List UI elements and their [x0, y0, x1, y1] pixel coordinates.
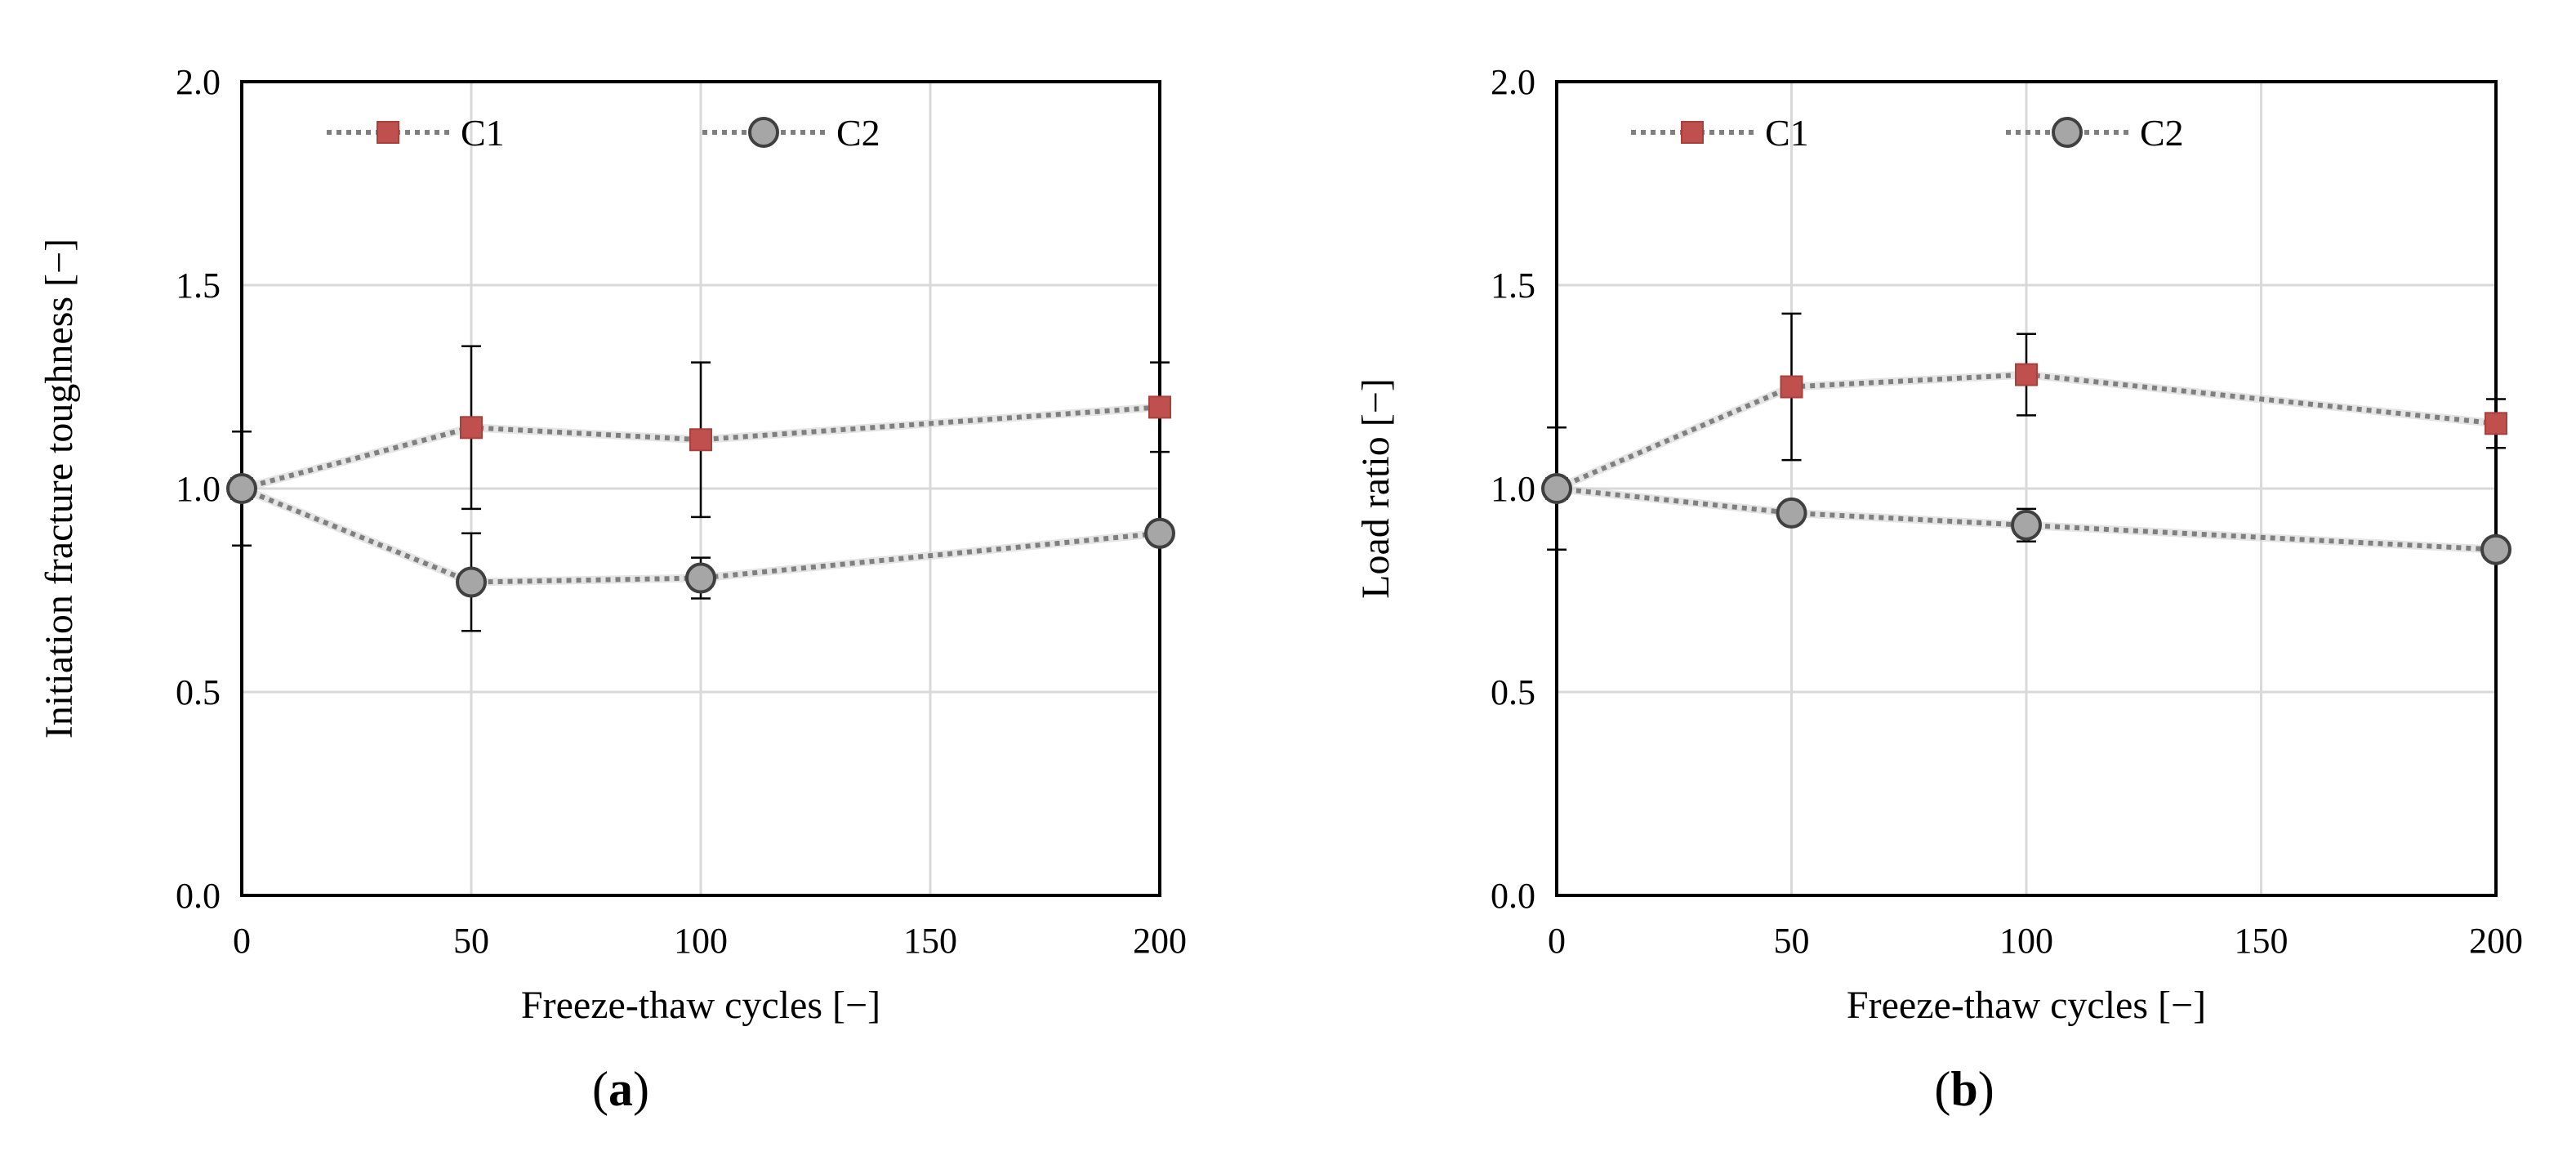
panel-letter: b — [1950, 1062, 1977, 1116]
legend-label: C2 — [2140, 112, 2184, 154]
data-point — [1144, 517, 1175, 549]
y-axis-label: Load ratio [−] — [1354, 378, 1397, 599]
y-tick-label: 0.5 — [176, 672, 221, 712]
x-tick-label: 150 — [903, 921, 957, 961]
x-axis-label: Freeze-thaw cycles [−] — [521, 984, 880, 1027]
x-tick-label: 200 — [1133, 921, 1187, 961]
y-tick-label: 2.0 — [176, 62, 221, 102]
data-point — [1780, 375, 1803, 399]
series-c1 — [230, 345, 1171, 547]
y-tick-label: 0.5 — [1491, 672, 1535, 712]
legend-entry-c1: C1 — [1631, 112, 1809, 154]
series-line — [240, 486, 1161, 585]
chart-panel-a: 0 50 100 150 200 0.0 0.5 1.0 1.5 2.0 Freeze-thaw c… — [38, 62, 1187, 1116]
panel-label: (a) — [592, 1062, 649, 1116]
series-line — [241, 404, 1161, 491]
panel-label: (b) — [1934, 1062, 1994, 1116]
series-line — [1556, 486, 2497, 552]
data-point — [2485, 412, 2507, 435]
legend-marker — [377, 121, 399, 144]
y-tick-label: 2.0 — [1491, 62, 1535, 102]
y-tick-label: 0.0 — [176, 876, 221, 916]
x-tick-label: 150 — [2235, 921, 2289, 961]
x-tick-label: 100 — [674, 921, 728, 961]
x-tick-label: 0 — [233, 921, 251, 961]
y-axis-label: Initiation fracture toughness [−] — [38, 239, 81, 739]
legend-marker — [1681, 121, 1704, 144]
data-point — [226, 473, 257, 504]
data-point — [2015, 363, 2038, 386]
x-tick-label: 0 — [1548, 921, 1566, 961]
chart-panel-b: 0 50 100 150 200 0.0 0.5 1.0 1.5 2.0 Freeze-thaw c… — [1354, 62, 2523, 1116]
series-c1 — [1545, 312, 2507, 551]
legend-label: C1 — [461, 112, 505, 154]
data-point — [1776, 497, 1807, 529]
data-point — [1541, 473, 1572, 504]
y-tick-label: 1.5 — [1491, 266, 1535, 306]
x-tick-label: 100 — [1999, 921, 2053, 961]
y-tick-label: 1.5 — [176, 266, 221, 306]
data-point — [1148, 395, 1171, 419]
y-tick-label: 0.0 — [1491, 876, 1535, 916]
legend-entry-c2: C2 — [702, 112, 880, 154]
series-c2 — [1541, 473, 2511, 565]
data-point — [456, 566, 487, 598]
x-axis-label: Freeze-thaw cycles [−] — [1847, 984, 2206, 1027]
data-point — [685, 562, 716, 594]
y-tick-label: 1.0 — [176, 469, 221, 509]
data-point — [460, 416, 483, 440]
series-c2 — [226, 473, 1175, 632]
series-line — [1555, 372, 2497, 491]
panel-letter: a — [608, 1062, 633, 1116]
x-tick-label: 50 — [1774, 921, 1810, 961]
legend-entry-c1: C1 — [327, 112, 505, 154]
data-point — [689, 428, 712, 452]
legend-marker — [2052, 117, 2083, 148]
legend-label: C1 — [1765, 112, 1809, 154]
legend-label: C2 — [836, 112, 880, 154]
data-point — [2480, 533, 2511, 565]
y-tick-label: 1.0 — [1491, 469, 1535, 509]
x-tick-label: 200 — [2469, 921, 2523, 961]
legend-marker — [748, 117, 779, 148]
data-point — [2011, 509, 2042, 541]
legend-entry-c2: C2 — [2006, 112, 2184, 154]
x-tick-label: 50 — [453, 921, 489, 961]
